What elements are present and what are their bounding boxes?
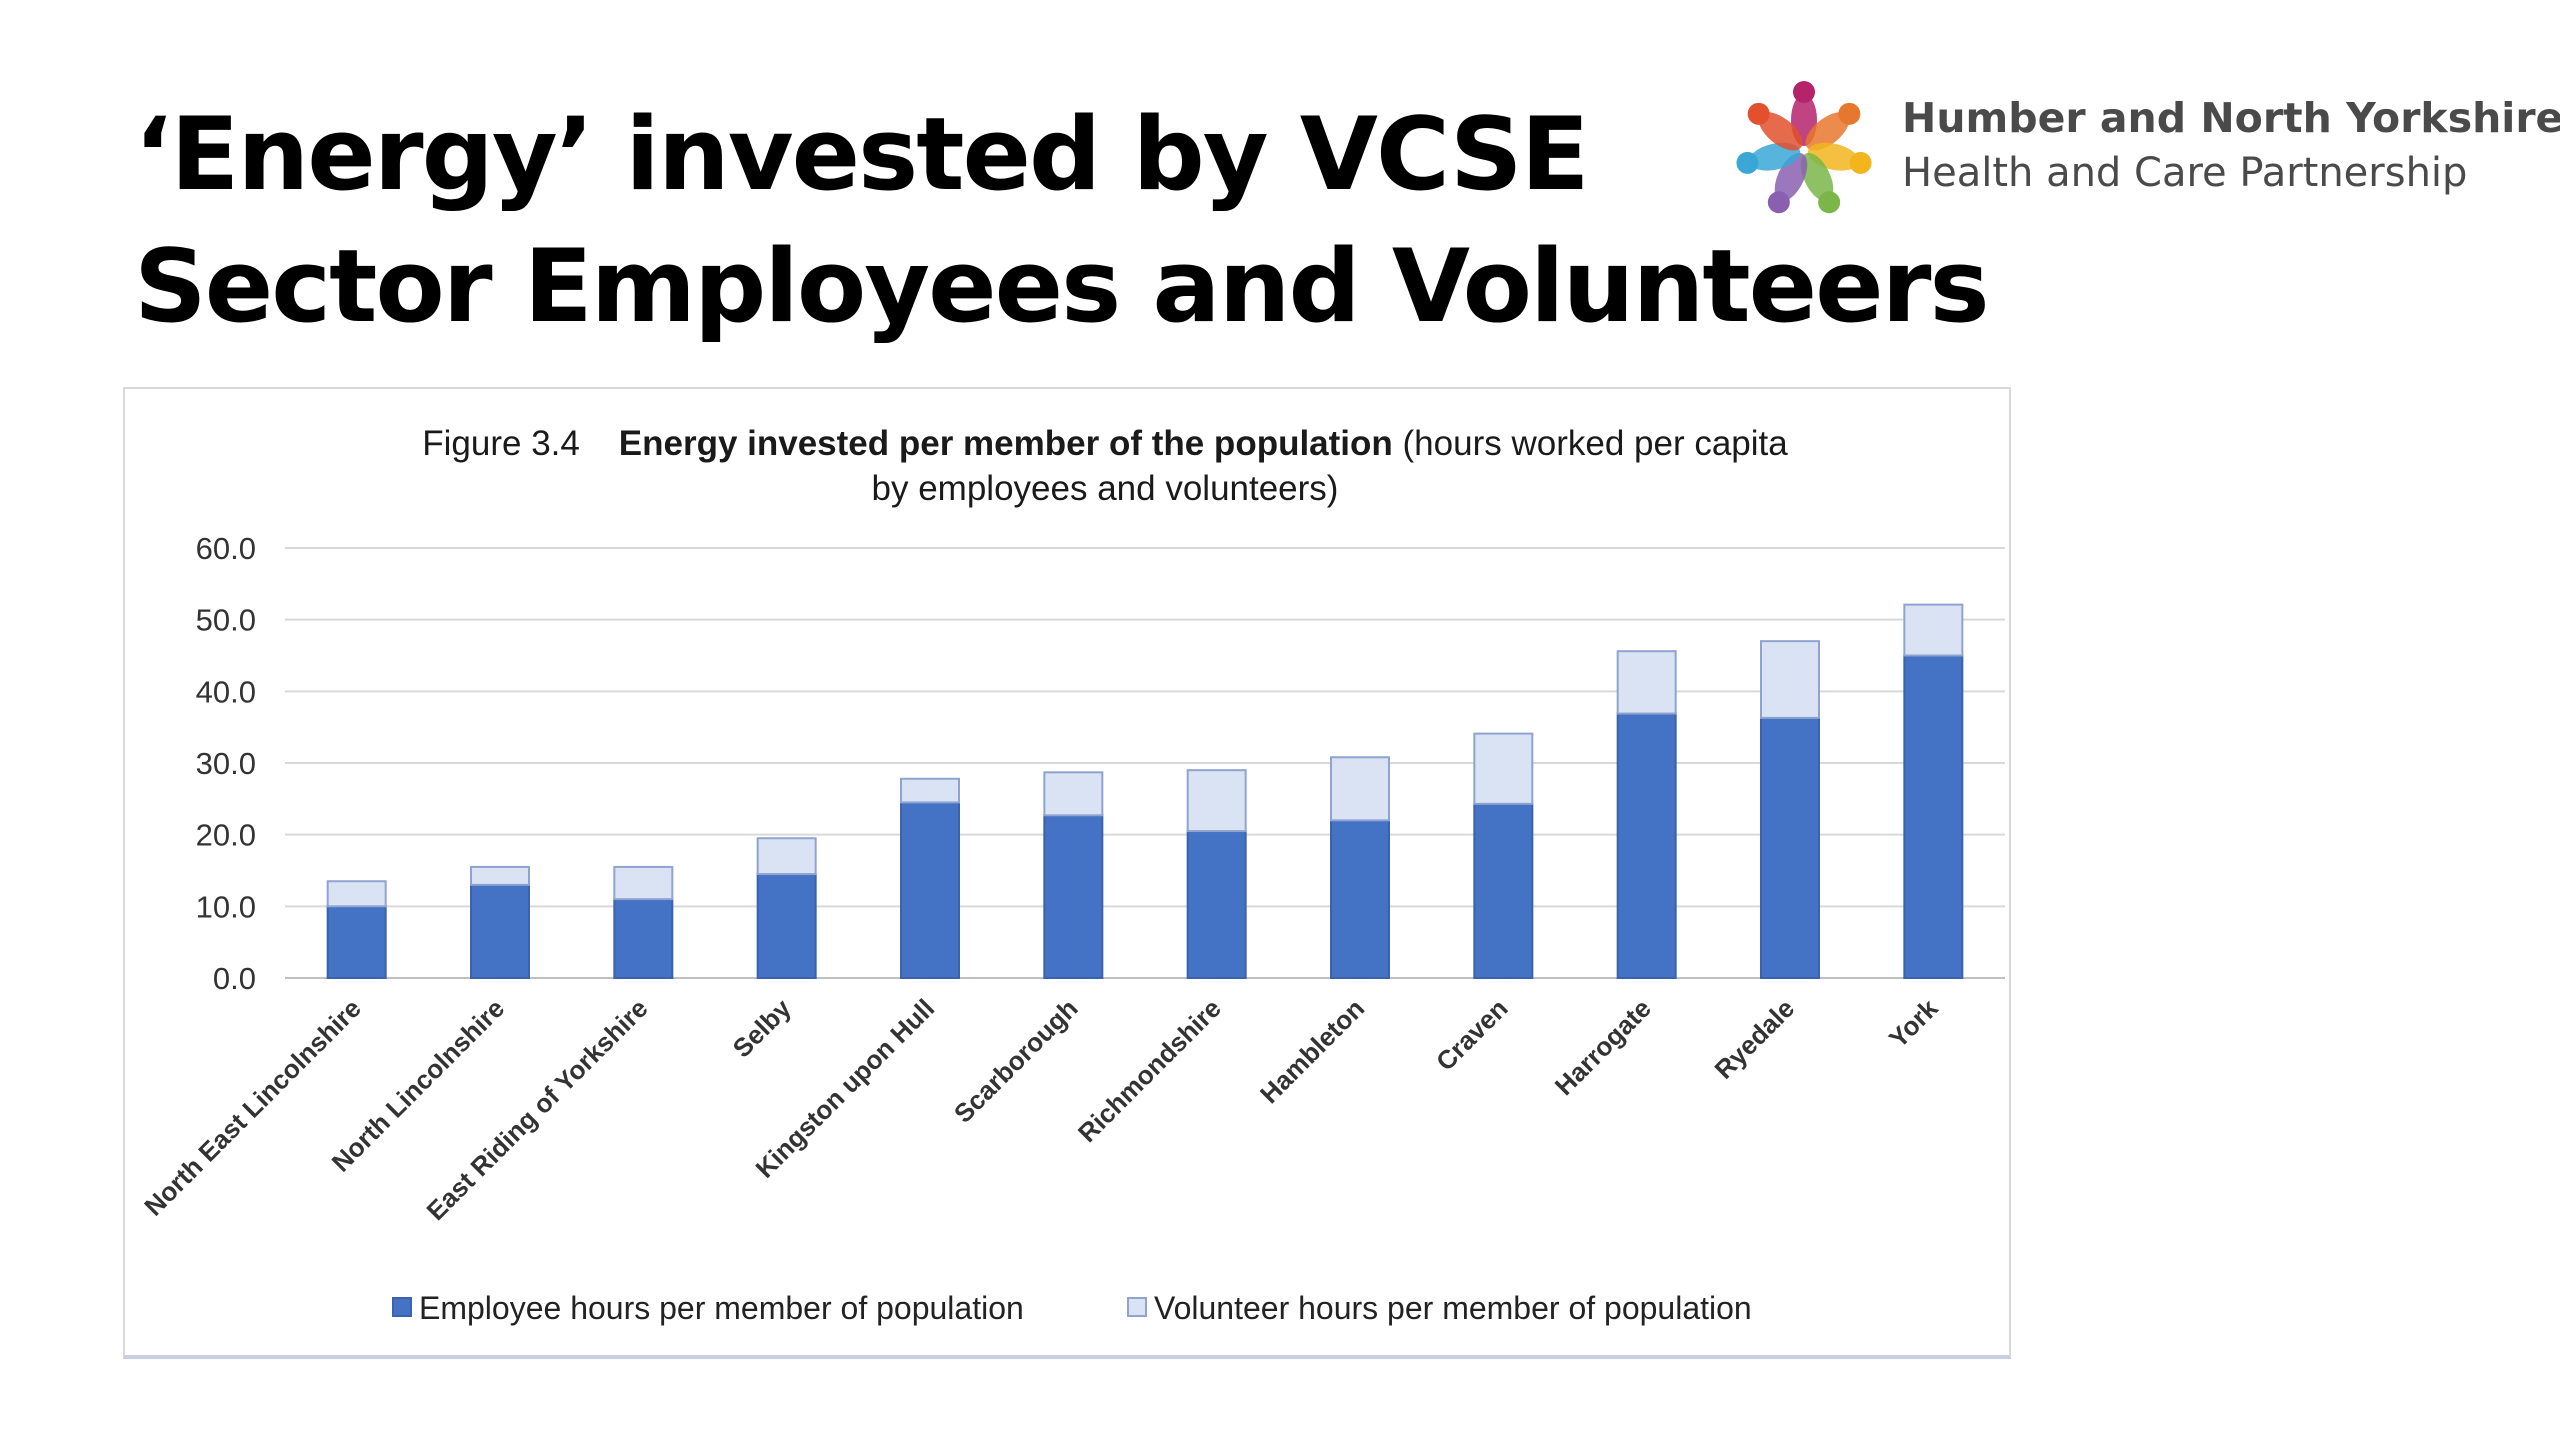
bar-volunteer — [613, 865, 674, 901]
bar-employee — [1903, 654, 1964, 979]
y-tick-label: 0.0 — [213, 961, 256, 996]
chart-caption-line1: Figure 3.4 Energy invested per member of… — [0, 421, 2210, 467]
partnership-logo-icon — [1736, 81, 1872, 214]
chart-subtitle-part1: (hours worked per capita — [1402, 424, 1788, 463]
y-tick-label: 50.0 — [196, 603, 256, 638]
partnership-name-line1: Humber and North Yorkshire — [1902, 94, 2560, 142]
chart-figure-label: Figure 3.4 — [422, 424, 580, 463]
bar-volunteer — [1616, 650, 1677, 715]
logo-figure-body — [1758, 112, 1803, 151]
bar-volunteer — [470, 865, 530, 886]
chart-subtitle-part2: by employees and volunteers) — [871, 469, 1339, 508]
y-tick-label: 60.0 — [196, 531, 256, 566]
legend-swatch — [1127, 1297, 1147, 1317]
bar-employee — [326, 905, 387, 979]
x-tick-label: Craven — [1430, 993, 1514, 1077]
bar-volunteer — [900, 777, 960, 804]
bar-volunteer — [1473, 732, 1534, 805]
chart-caption-line2: by employees and volunteers) — [0, 466, 2210, 512]
logo-figure-body — [1805, 112, 1850, 151]
x-tick-label: Richmondshire — [1072, 993, 1227, 1148]
slide-title-line2: Sector Employees and Volunteers — [134, 227, 1990, 345]
slide-title: ‘Energy’ invested by VCSE Sector Employe… — [134, 88, 1990, 352]
bar-volunteer — [326, 880, 387, 908]
y-tick-label: 30.0 — [196, 746, 256, 781]
bar-volunteer — [1330, 756, 1390, 822]
y-tick-label: 40.0 — [196, 674, 256, 709]
legend-label: Volunteer hours per member of population — [1154, 1290, 1752, 1326]
x-tick-label: Scarborough — [948, 993, 1084, 1129]
bar-employee — [1186, 830, 1247, 979]
slide-title-line1: ‘Energy’ invested by VCSE — [134, 95, 1590, 213]
bar-employee — [1473, 802, 1534, 979]
logo-figure-body — [1749, 142, 1801, 171]
partnership-name: Humber and North Yorkshire Health and Ca… — [1902, 90, 2560, 200]
x-tick-label: York — [1883, 993, 1944, 1054]
bar-volunteer — [756, 837, 817, 876]
bar-employee — [1616, 712, 1677, 979]
x-tick-label: Harrogate — [1549, 993, 1657, 1101]
partnership-name-line2: Health and Care Partnership — [1902, 150, 2468, 196]
chart-title: Energy invested per member of the popula… — [618, 424, 1393, 463]
logo-figure-body — [1774, 152, 1808, 202]
bar-employee — [900, 801, 960, 980]
bar-volunteer — [1760, 640, 1820, 719]
bar-volunteer — [1186, 769, 1247, 833]
x-tick-label: North East Lincolnshire — [138, 993, 367, 1222]
bar-employee — [1760, 716, 1820, 979]
y-tick-label: 20.0 — [196, 818, 256, 853]
bar-employee — [470, 883, 530, 979]
legend-label: Employee hours per member of population — [419, 1290, 1024, 1326]
bar-employee — [613, 898, 674, 980]
bar-volunteer — [1903, 603, 1964, 657]
legend-swatch — [392, 1297, 412, 1317]
bar-employee — [1330, 819, 1390, 979]
bar-employee — [756, 873, 817, 979]
bar-volunteer — [1043, 771, 1104, 817]
logo-figure-body — [1800, 152, 1834, 202]
y-tick-label: 10.0 — [196, 889, 256, 924]
partnership-logo — [1724, 70, 1884, 235]
bar-employee — [1043, 814, 1104, 979]
x-tick-label: Hambleton — [1254, 993, 1370, 1109]
x-tick-label: Selby — [727, 993, 798, 1064]
x-tick-label: Ryedale — [1709, 993, 1801, 1085]
